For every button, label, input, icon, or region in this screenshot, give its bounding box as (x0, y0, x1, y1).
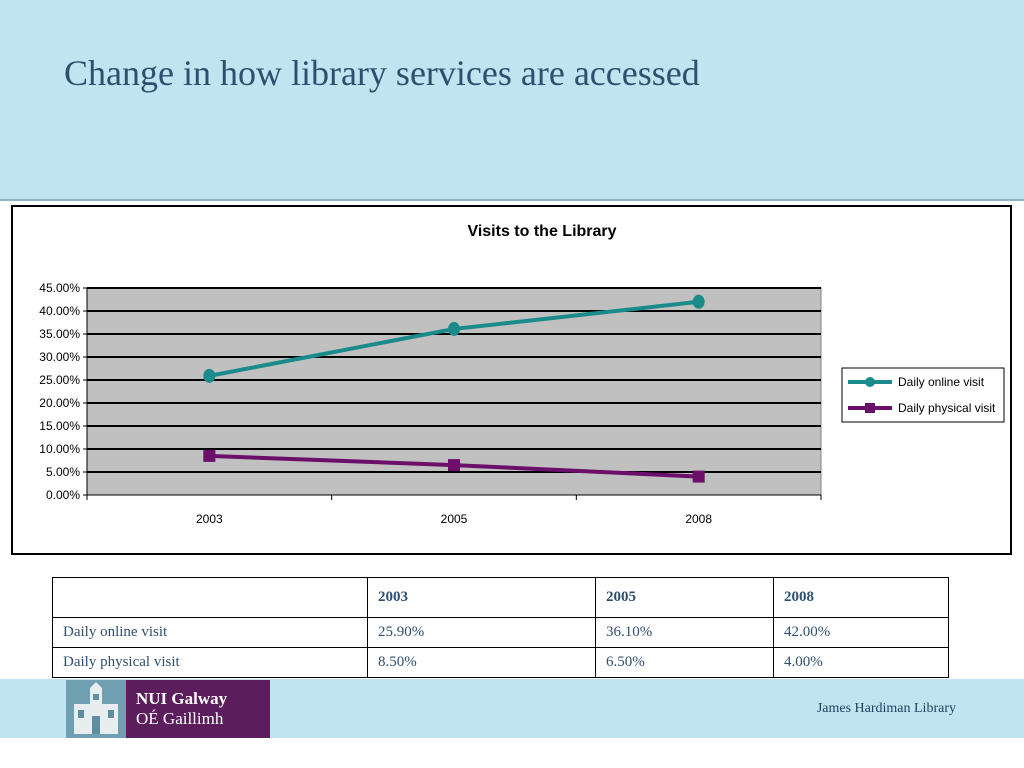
logo-text: NUI Galway OÉ Gaillimh (126, 680, 270, 738)
footer-label: James Hardiman Library (816, 701, 956, 716)
data-point (448, 321, 460, 336)
x-tick-label: 2008 (685, 512, 712, 526)
legend-marker (865, 377, 875, 387)
table-header-cell (52, 577, 368, 618)
data-point (203, 368, 216, 383)
logo-name-irish: OÉ Gaillimh (136, 709, 224, 728)
y-tick-label: 40.00% (39, 304, 80, 318)
y-tick-label: 0.00% (46, 488, 80, 502)
y-tick-label: 25.00% (39, 373, 80, 387)
y-tick-label: 45.00% (39, 281, 80, 295)
table-cell: 6.50% (595, 647, 774, 678)
table-cell: Daily physical visit (52, 647, 368, 678)
table-header-row: 2003 2005 2008 (52, 577, 949, 618)
x-tick-label: 2005 (441, 512, 468, 526)
logo-name-english: NUI Galway (136, 689, 228, 708)
line-chart: Visits to the Library 0.00% 5.00% 10.00% 15.… (39, 223, 1005, 526)
legend-marker (865, 403, 875, 413)
data-point (448, 459, 460, 472)
y-tick-label: 10.00% (39, 442, 80, 456)
table-cell: 36.10% (595, 617, 774, 648)
legend-label: Daily physical visit (898, 401, 996, 415)
university-logo: NUI Galway OÉ Gaillimh (66, 680, 270, 738)
y-tick-label: 20.00% (39, 396, 80, 410)
y-tick-label: 35.00% (39, 327, 80, 341)
table-cell: 4.00% (773, 647, 949, 678)
table-cell: Daily online visit (52, 617, 368, 648)
header-band (0, 0, 1024, 201)
data-table: 2003 2005 2008 Daily online visit 25.90%… (52, 577, 949, 678)
y-tick-label: 15.00% (39, 419, 80, 433)
table-header-cell: 2008 (773, 577, 949, 618)
chart-frame: Visits to the Library 0.00% 5.00% 10.00% 15.… (11, 205, 1012, 555)
table-cell: 42.00% (773, 617, 949, 648)
table-header-cell: 2003 (367, 577, 596, 618)
data-point (692, 470, 705, 483)
table-cell: 8.50% (367, 647, 596, 678)
table-row: Daily physical visit 8.50% 6.50% 4.00% (52, 647, 949, 678)
data-point (203, 449, 216, 462)
data-point (692, 294, 705, 309)
y-tick-label: 5.00% (46, 465, 80, 479)
chart-title: Visits to the Library (467, 223, 616, 240)
quadrangle-building-icon (66, 680, 126, 738)
slide-title: Change in how library services are acces… (64, 53, 700, 93)
table-row: Daily online visit 25.90% 36.10% 42.00% (52, 617, 949, 648)
x-tick-label: 2003 (196, 512, 223, 526)
y-tick-label: 30.00% (39, 350, 80, 364)
table-cell: 25.90% (367, 617, 596, 648)
legend-label: Daily online visit (898, 375, 985, 389)
table-header-cell: 2005 (595, 577, 774, 618)
